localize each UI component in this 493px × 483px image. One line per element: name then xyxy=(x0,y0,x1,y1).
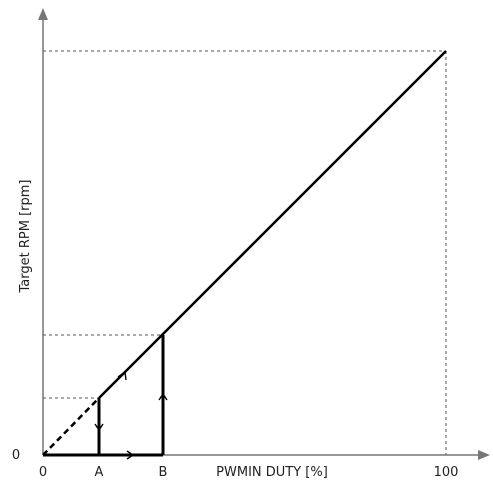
x-axis-label: PWMIN DUTY [%] xyxy=(216,465,328,480)
direction-arrows xyxy=(94,370,168,460)
y-tick-label-0: 0 xyxy=(12,448,20,463)
x-tick-label-b: B xyxy=(159,465,168,480)
x-axis-arrowhead xyxy=(478,450,490,460)
y-axis-arrowhead xyxy=(38,8,48,20)
x-tick-label-100: 100 xyxy=(434,465,459,480)
arrow-on-b-vertical xyxy=(158,392,168,401)
arrow-on-bottom-segment xyxy=(126,450,135,460)
y-axis-label: Target RPM [rpm] xyxy=(18,180,33,294)
guide-lines xyxy=(43,50,447,455)
x-tick-label-a: A xyxy=(95,465,104,480)
arrow-on-a-vertical xyxy=(94,423,104,432)
dashed-extrapolation xyxy=(42,397,100,456)
x-tick-label-0: 0 xyxy=(39,465,47,480)
arrow-on-main-line xyxy=(117,370,127,381)
main-line xyxy=(98,50,447,399)
